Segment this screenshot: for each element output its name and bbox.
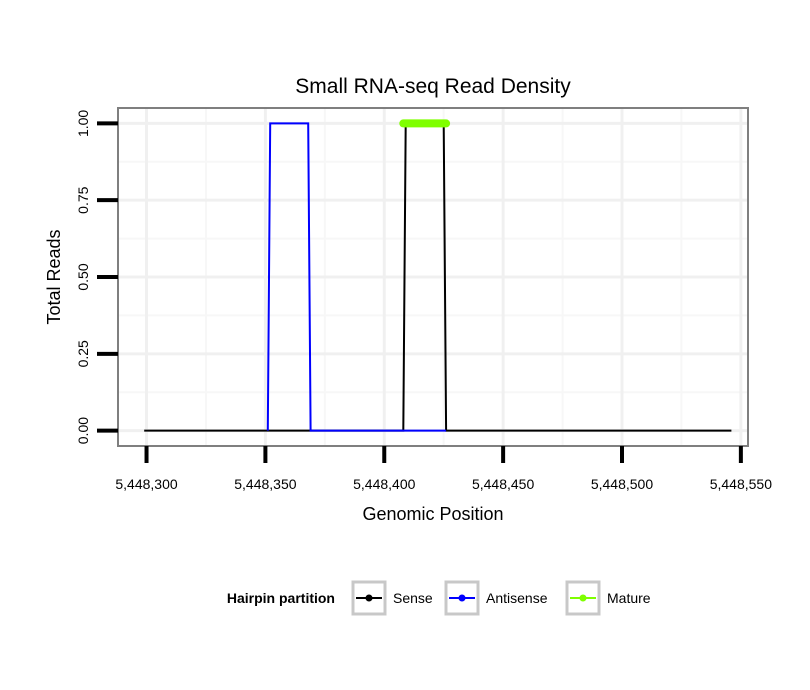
x-tick-label: 5,448,300 (115, 476, 177, 492)
y-tick-label: 0.75 (75, 186, 91, 213)
x-tick-label: 5,448,550 (710, 476, 772, 492)
x-tick-label: 5,448,400 (353, 476, 415, 492)
y-axis: 0.00 0.25 0.50 0.75 1.00 (75, 110, 118, 444)
series-lines (144, 119, 732, 432)
legend-label-sense: Sense (393, 590, 433, 606)
legend-key-point (365, 594, 373, 602)
x-axis: 5,448,300 5,448,350 5,448,400 5,448,450 5,44… (115, 446, 772, 492)
legend-key-point (458, 594, 466, 602)
legend-key-point (579, 594, 587, 602)
x-tick-label: 5,448,450 (472, 476, 534, 492)
legend: Hairpin partition Sense Antisense Mature (227, 580, 651, 616)
x-tick-label: 5,448,350 (234, 476, 296, 492)
y-tick-label: 0.50 (75, 263, 91, 290)
series-line-antisense (266, 122, 447, 432)
chart-title: Small RNA-seq Read Density (295, 75, 571, 98)
x-tick-label: 5,448,500 (591, 476, 653, 492)
x-axis-label: Genomic Position (362, 504, 503, 524)
legend-label-mature: Mature (607, 590, 651, 606)
legend-title: Hairpin partition (227, 590, 335, 606)
y-tick-label: 1.00 (75, 110, 91, 137)
legend-label-antisense: Antisense (486, 590, 548, 606)
y-axis-label: Total Reads (44, 229, 64, 324)
y-tick-label: 0.25 (75, 340, 91, 367)
y-tick-label: 0.00 (75, 417, 91, 444)
